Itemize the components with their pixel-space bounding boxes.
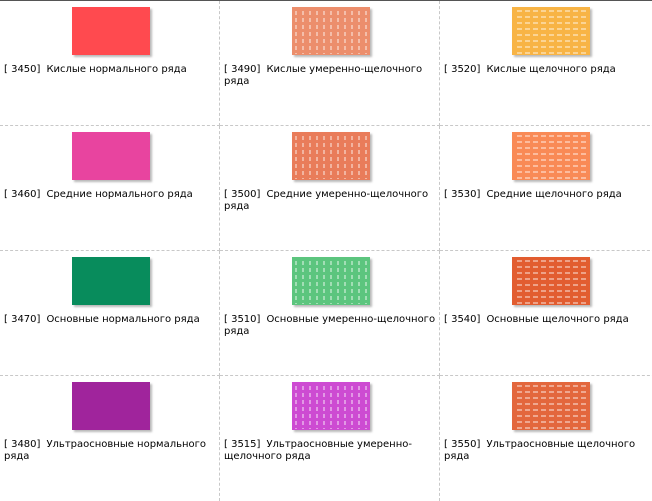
legend-item[interactable]: [ 3540] Основные щелочного ряда <box>440 251 652 376</box>
legend-code: [ 3510] <box>224 314 261 325</box>
legend-label: Ультраосновные нормального ряда <box>4 439 207 462</box>
swatch-pattern <box>517 385 586 429</box>
swatch-pattern <box>517 135 586 179</box>
legend-caption: [ 3550] Ультраосновные щелочного ряда <box>444 439 652 463</box>
legend-item[interactable]: [ 3520] Кислые щелочного ряда <box>440 1 652 126</box>
legend-caption: [ 3480] Ультраосновные нормального ряда <box>4 439 218 463</box>
legend-label: Кислые нормального ряда <box>46 64 187 75</box>
legend-item[interactable]: [ 3530] Средние щелочного ряда <box>440 126 652 251</box>
swatch-pattern <box>517 260 586 304</box>
swatch-pattern <box>295 11 367 54</box>
legend-item[interactable]: [ 3450] Кислые нормального ряда <box>0 1 220 126</box>
top-border <box>0 0 652 1</box>
legend-caption: [ 3500] Средние умеренно-щелочного ряда <box>224 189 438 213</box>
swatch-pattern <box>295 136 367 179</box>
legend-caption: [ 3510] Основные умеренно-щелочного ряда <box>224 314 438 338</box>
legend-code: [ 3550] <box>444 439 481 450</box>
legend-code: [ 3530] <box>444 189 481 200</box>
legend-item[interactable]: [ 3470] Основные нормального ряда <box>0 251 220 376</box>
legend-item[interactable]: [ 3515] Ультраосновные умеренно-щелочного… <box>220 376 440 501</box>
legend-label: Средние щелочного ряда <box>486 189 622 200</box>
legend-caption: [ 3470] Основные нормального ряда <box>4 314 218 326</box>
swatch-pattern <box>517 10 586 54</box>
legend-code: [ 3470] <box>4 314 41 325</box>
legend-item[interactable]: [ 3550] Ультраосновные щелочного ряда <box>440 376 652 501</box>
swatch-pattern <box>295 386 367 429</box>
legend-code: [ 3480] <box>4 439 41 450</box>
color-swatch <box>72 132 150 180</box>
legend-label: Ультраосновные щелочного ряда <box>444 439 636 462</box>
legend-code: [ 3520] <box>444 64 481 75</box>
color-swatch <box>512 382 590 430</box>
color-swatch <box>512 257 590 305</box>
color-swatch <box>292 7 370 55</box>
legend-caption: [ 3540] Основные щелочного ряда <box>444 314 652 326</box>
legend-caption: [ 3490] Кислые умеренно-щелочного ряда <box>224 64 438 88</box>
legend-label: Средние умеренно-щелочного ряда <box>224 189 429 212</box>
color-swatch <box>72 382 150 430</box>
legend-code: [ 3490] <box>224 64 261 75</box>
legend-item[interactable]: [ 3510] Основные умеренно-щелочного ряда <box>220 251 440 376</box>
legend-label: Ультраосновные умеренно-щелочного ряда <box>224 439 412 462</box>
legend-label: Основные щелочного ряда <box>486 314 629 325</box>
legend-code: [ 3515] <box>224 439 261 450</box>
legend-item[interactable]: [ 3490] Кислые умеренно-щелочного ряда <box>220 1 440 126</box>
legend-item[interactable]: [ 3500] Средние умеренно-щелочного ряда <box>220 126 440 251</box>
legend-code: [ 3450] <box>4 64 41 75</box>
color-swatch <box>512 132 590 180</box>
legend-caption: [ 3530] Средние щелочного ряда <box>444 189 652 201</box>
legend-caption: [ 3460] Средние нормального ряда <box>4 189 218 201</box>
color-swatch <box>292 257 370 305</box>
legend-label: Кислые умеренно-щелочного ряда <box>224 64 423 87</box>
legend-label: Средние нормального ряда <box>46 189 193 200</box>
color-swatch <box>72 257 150 305</box>
color-swatch <box>292 132 370 180</box>
legend-code: [ 3500] <box>224 189 261 200</box>
legend-code: [ 3540] <box>444 314 481 325</box>
color-swatch <box>292 382 370 430</box>
legend-label: Основные умеренно-щелочного ряда <box>224 314 436 337</box>
legend-caption: [ 3515] Ультраосновные умеренно-щелочного… <box>224 439 438 463</box>
swatch-pattern <box>295 261 367 304</box>
legend-item[interactable]: [ 3460] Средние нормального ряда <box>0 126 220 251</box>
legend-code: [ 3460] <box>4 189 41 200</box>
legend-caption: [ 3450] Кислые нормального ряда <box>4 64 218 76</box>
color-swatch <box>72 7 150 55</box>
legend-item[interactable]: [ 3480] Ультраосновные нормального ряда <box>0 376 220 501</box>
legend-caption: [ 3520] Кислые щелочного ряда <box>444 64 652 76</box>
color-swatch <box>512 7 590 55</box>
legend-label: Основные нормального ряда <box>46 314 200 325</box>
legend-label: Кислые щелочного ряда <box>486 64 616 75</box>
